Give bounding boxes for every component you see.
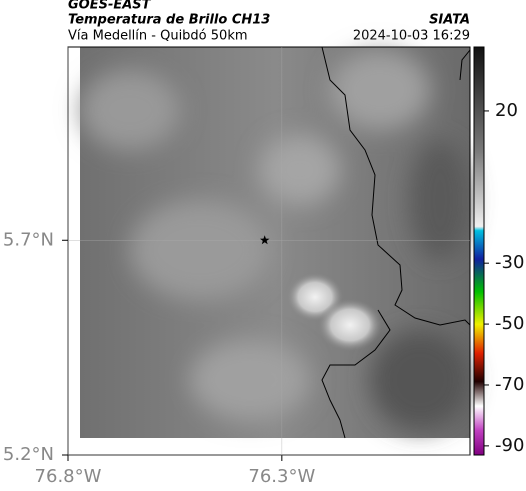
station-marker (260, 235, 270, 245)
product: Temperatura de Brillo CH13 (68, 13, 270, 28)
region: Vía Medellín - Quibdó 50km (68, 29, 248, 44)
colorbar (473, 46, 485, 456)
lat-tick-label: 5.2°N (3, 444, 54, 465)
lat-tick-label: 5.7°N (3, 229, 54, 250)
colorbar-tick-label: -30 (495, 252, 524, 273)
colorbar-tick-label: -50 (495, 313, 524, 334)
satellite-image (80, 46, 471, 439)
agency: SIATA (429, 13, 470, 28)
source: GOES-EAST (68, 0, 152, 13)
colorbar-tick-label: -70 (495, 374, 524, 395)
lon-tick-label: 76.8°W (35, 466, 102, 487)
colorbar-tick-label: 20 (495, 100, 518, 121)
lon-tick-label: 76.3°W (248, 466, 315, 487)
timestamp: 2024-10-03 16:29 (353, 29, 470, 44)
colorbar-tick-label: -90 (495, 435, 524, 456)
